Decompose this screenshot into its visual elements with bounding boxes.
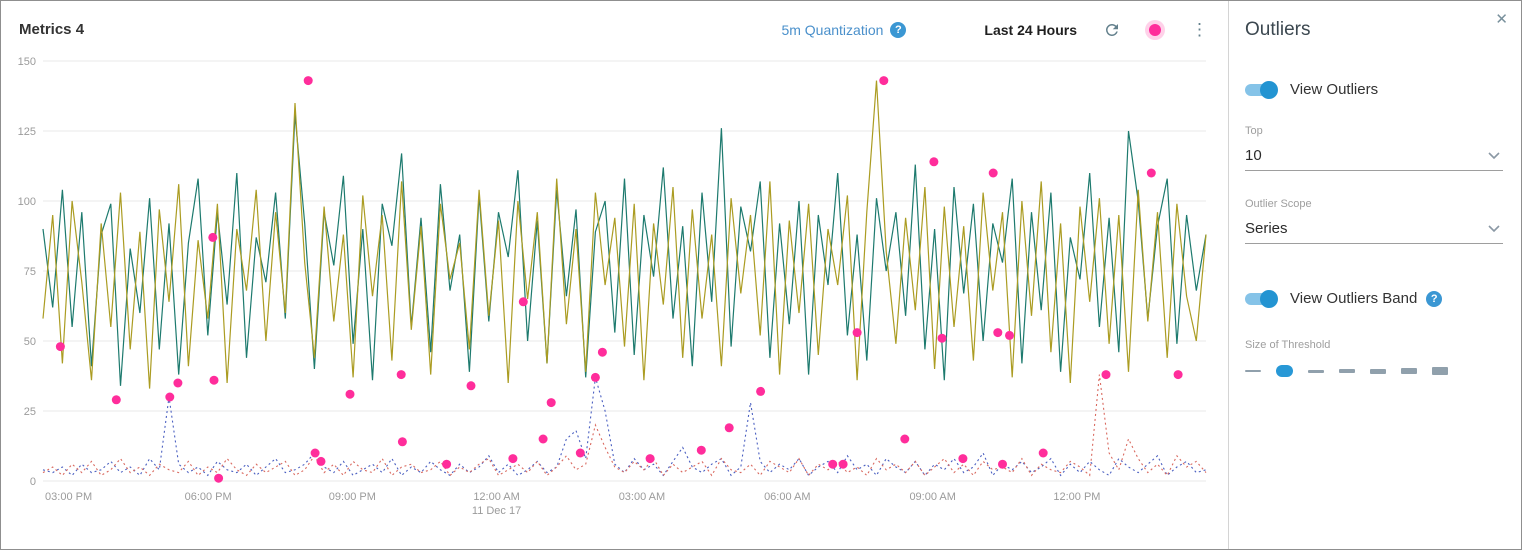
outlier-scope-value: Series xyxy=(1245,220,1288,237)
quantization-help-icon[interactable]: ? xyxy=(890,21,907,38)
metrics-chart[interactable]: 0 25 50 75 100 125 150 03:00 PM 06:00 PM 09:00 PM… xyxy=(7,47,1222,529)
chart-header: Metrics 4 5m Quantization ? Last 24 Hour… xyxy=(1,1,1228,47)
series-series-1 xyxy=(42,114,1207,386)
series-outlier-band-2 xyxy=(42,374,1207,477)
toggle-knob xyxy=(1260,289,1278,308)
band-help-icon[interactable]: ? xyxy=(1426,290,1443,307)
threshold-knob[interactable] xyxy=(1276,365,1293,377)
svg-text:11 Dec 17: 11 Dec 17 xyxy=(472,505,521,517)
threshold-step[interactable] xyxy=(1401,368,1417,374)
top-dropdown[interactable]: 10 xyxy=(1245,140,1503,171)
svg-text:75: 75 xyxy=(24,266,36,278)
top-label: Top xyxy=(1245,125,1263,137)
time-range-button[interactable]: Last 24 Hours xyxy=(984,21,1077,38)
quantization-label[interactable]: 5m Quantization xyxy=(781,21,884,38)
top-value: 10 xyxy=(1245,147,1262,164)
threshold-section: Size of Threshold xyxy=(1245,339,1503,378)
chevron-down-icon xyxy=(1488,151,1500,159)
chevron-down-icon xyxy=(1488,224,1500,232)
series-outlier-band-1 xyxy=(42,377,1207,477)
svg-text:12:00 PM: 12:00 PM xyxy=(1053,491,1100,503)
svg-text:125: 125 xyxy=(18,126,36,138)
svg-text:03:00 PM: 03:00 PM xyxy=(45,491,92,503)
quantization-control[interactable]: 5m Quantization ? xyxy=(781,21,907,38)
threshold-step[interactable] xyxy=(1432,367,1448,375)
size-of-threshold-label: Size of Threshold xyxy=(1245,339,1331,351)
outliers-sidebar: ✕ Outliers View Outliers Top 10 Outlier … xyxy=(1229,1,1521,549)
view-outliers-band-label: View Outliers Band xyxy=(1290,290,1418,307)
chart-header-actions: 5m Quantization ? Last 24 Hours ⋮ xyxy=(781,21,1208,39)
close-icon[interactable]: ✕ xyxy=(1495,11,1508,28)
refresh-icon[interactable] xyxy=(1103,21,1121,39)
view-outliers-label: View Outliers xyxy=(1290,81,1379,98)
view-outliers-row: View Outliers xyxy=(1245,80,1503,99)
view-outliers-toggle[interactable] xyxy=(1245,80,1278,99)
page-title: Metrics 4 xyxy=(19,21,85,38)
outlier-points xyxy=(55,76,1183,483)
threshold-step[interactable] xyxy=(1308,369,1324,373)
svg-text:50: 50 xyxy=(24,336,36,348)
chart-x-axis: 03:00 PM 06:00 PM 09:00 PM 12:00 AM 03:00 AM… xyxy=(45,491,1100,517)
view-outliers-band-row: View Outliers Band ? xyxy=(1245,289,1503,308)
svg-text:100: 100 xyxy=(18,196,36,208)
threshold-step[interactable] xyxy=(1245,370,1261,372)
threshold-slider[interactable] xyxy=(1245,364,1503,378)
outlier-scope-dropdown[interactable]: Series xyxy=(1245,213,1503,244)
chart-panel: Metrics 4 5m Quantization ? Last 24 Hour… xyxy=(1,1,1229,549)
kebab-menu-icon[interactable]: ⋮ xyxy=(1191,20,1208,39)
svg-text:150: 150 xyxy=(18,56,36,68)
top-field: Top 10 xyxy=(1245,125,1503,171)
svg-text:12:00 AM: 12:00 AM xyxy=(473,491,519,503)
threshold-step[interactable] xyxy=(1339,369,1355,373)
svg-text:0: 0 xyxy=(30,476,36,488)
outliers-indicator-icon[interactable] xyxy=(1149,23,1161,36)
svg-text:09:00 AM: 09:00 AM xyxy=(909,491,955,503)
svg-text:09:00 PM: 09:00 PM xyxy=(329,491,376,503)
svg-text:06:00 AM: 06:00 AM xyxy=(764,491,810,503)
outlier-scope-field: Outlier Scope Series xyxy=(1245,198,1503,244)
svg-text:06:00 PM: 06:00 PM xyxy=(185,491,232,503)
svg-text:03:00 AM: 03:00 AM xyxy=(619,491,665,503)
outlier-scope-label: Outlier Scope xyxy=(1245,198,1312,210)
series-series-2 xyxy=(42,80,1207,389)
view-outliers-band-toggle[interactable] xyxy=(1245,289,1278,308)
toggle-knob xyxy=(1260,80,1278,99)
svg-text:25: 25 xyxy=(24,406,36,418)
sidebar-title: Outliers xyxy=(1245,19,1311,40)
threshold-step[interactable] xyxy=(1370,368,1386,374)
